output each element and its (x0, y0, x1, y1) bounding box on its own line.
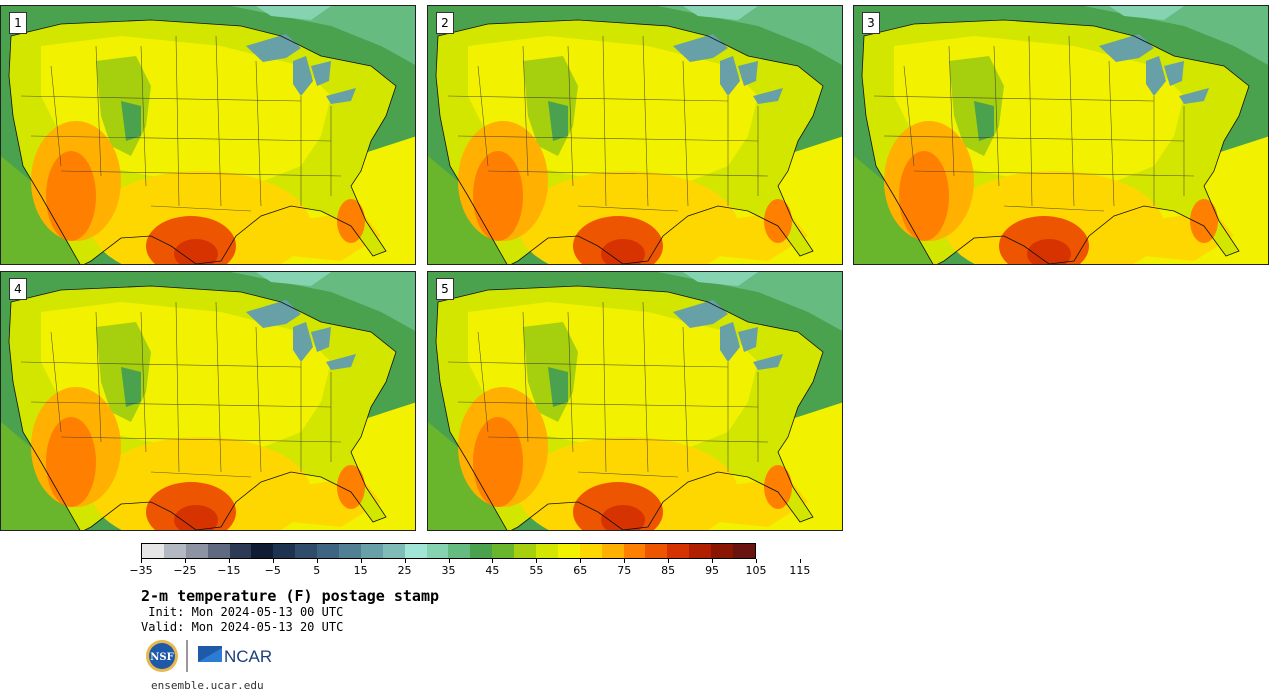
colorbar-tick-label: 15 (353, 564, 368, 577)
colorbar-cell (514, 544, 537, 558)
colorbar-tick (316, 559, 318, 563)
colorbar-tick (580, 559, 582, 563)
colorbar-tick-label: 115 (789, 564, 811, 577)
colorbar-tick-label: 45 (485, 564, 500, 577)
map-panel-2: 2 (427, 5, 843, 265)
colorbar-tick (404, 559, 406, 563)
panel-number: 1 (9, 12, 27, 34)
temperature-map (1, 6, 415, 264)
colorbar-cell (426, 544, 449, 558)
colorbar-tick-label: 85 (661, 564, 676, 577)
colorbar-cell (536, 544, 558, 558)
valid-time: Valid: Mon 2024-05-13 20 UTC (141, 620, 344, 634)
panel-number: 5 (436, 278, 454, 300)
colorbar-cell (229, 544, 252, 558)
colorbar-cell (404, 544, 427, 558)
colorbar-tick-label: 35 (441, 564, 456, 577)
colorbar-cell (185, 544, 208, 558)
init-time: Init: Mon 2024-05-13 00 UTC (141, 605, 344, 619)
colorbar-cell (142, 544, 164, 558)
colorbar-tick (184, 559, 186, 563)
site-link[interactable]: ensemble.ucar.edu (151, 679, 264, 692)
colorbar-tick-label: 25 (397, 564, 412, 577)
colorbar-tick (141, 559, 142, 563)
colorbar-tick (492, 559, 494, 563)
colorbar-tick-label: −15 (217, 564, 241, 577)
colorbar-tick (712, 559, 714, 563)
colorbar-tick-label: 5 (313, 564, 321, 577)
ncar-logo-text: NCAR (224, 647, 272, 666)
colorbar-cell (470, 544, 493, 558)
colorbar-tick-label: −5 (264, 564, 281, 577)
colorbar-tick-label: 75 (617, 564, 632, 577)
map-panel-3: 3 (853, 5, 1269, 265)
temperature-colorbar (141, 543, 756, 559)
temperature-map (1, 272, 415, 530)
colorbar-cell (711, 544, 734, 558)
colorbar-cell (317, 544, 340, 558)
colorbar-tick (448, 559, 450, 563)
colorbar-cell (492, 544, 515, 558)
colorbar-cell (339, 544, 361, 558)
panel-number: 3 (862, 12, 880, 34)
logos: NSF NCAR (144, 638, 284, 674)
colorbar-tick-label: −25 (173, 564, 197, 577)
colorbar-cell (295, 544, 318, 558)
colorbar-cell (251, 544, 274, 558)
colorbar-tick-label: −35 (129, 564, 153, 577)
colorbar-tick (272, 559, 274, 563)
colorbar-tick (228, 559, 230, 563)
colorbar-tick-label: 105 (745, 564, 767, 577)
colorbar-tick (360, 559, 362, 563)
panel-number: 4 (9, 278, 27, 300)
colorbar-cell (360, 544, 383, 558)
colorbar-cell (163, 544, 186, 558)
colorbar-cell (448, 544, 471, 558)
colorbar-tick (668, 559, 670, 563)
chart-title: 2-m temperature (F) postage stamp (141, 587, 440, 605)
colorbar-cell (579, 544, 602, 558)
colorbar-tick (799, 559, 801, 563)
colorbar-cell (557, 544, 580, 558)
temperature-map (428, 6, 842, 264)
nsf-ncar-logo: NSF NCAR (146, 640, 272, 672)
map-panel-4: 4 (0, 271, 416, 531)
colorbar-tick-label: 65 (573, 564, 588, 577)
colorbar-cell (601, 544, 624, 558)
colorbar-cell (623, 544, 646, 558)
map-panel-1: 1 (0, 5, 416, 265)
colorbar-cell (382, 544, 405, 558)
colorbar-tick (536, 559, 538, 563)
colorbar-cell (733, 544, 755, 558)
colorbar-cell (645, 544, 668, 558)
colorbar-cell (667, 544, 690, 558)
colorbar-tick-label: 95 (705, 564, 720, 577)
panel-number: 2 (436, 12, 454, 34)
map-panel-5: 5 (427, 271, 843, 531)
nsf-logo-text: NSF (150, 652, 173, 663)
colorbar-cell (273, 544, 296, 558)
colorbar-tick-label: 55 (529, 564, 544, 577)
temperature-map (428, 272, 842, 530)
colorbar-tick (756, 559, 757, 563)
colorbar-tick (624, 559, 626, 563)
colorbar-cell (207, 544, 230, 558)
colorbar-cell (689, 544, 712, 558)
colorbar-ticks: −35 −25 −15 −5 5 15 25 35 45 55 65 75 85 95 105 115 (129, 559, 810, 579)
temperature-map (854, 6, 1268, 264)
